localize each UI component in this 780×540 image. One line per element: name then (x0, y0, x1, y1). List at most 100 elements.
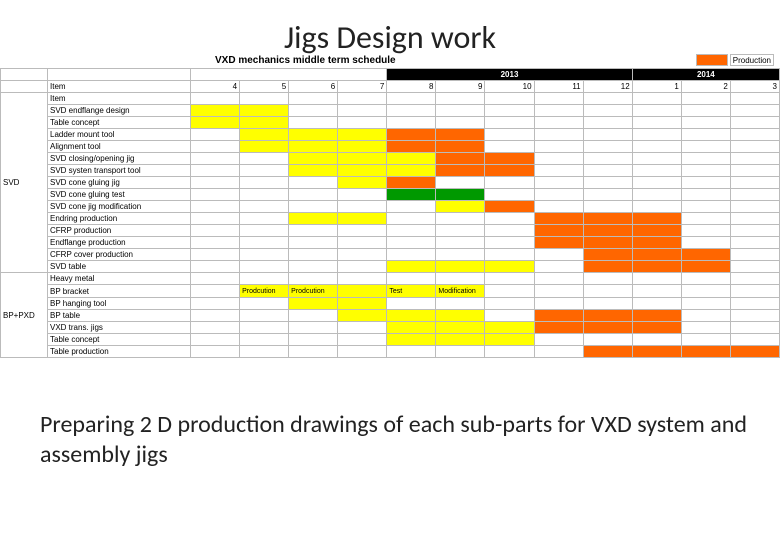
gantt-cell (191, 177, 240, 189)
gantt-cell (338, 153, 387, 165)
gantt-row: VXD trans. jigs (1, 322, 780, 334)
gantt-cell (240, 93, 289, 105)
gantt-cell (387, 273, 436, 285)
gantt-cell (240, 165, 289, 177)
gantt-cell (289, 201, 338, 213)
gantt-cell (681, 177, 730, 189)
gantt-cell (681, 93, 730, 105)
gantt-cell (289, 129, 338, 141)
gantt-cell (485, 322, 534, 334)
gantt-cell (191, 298, 240, 310)
gantt-cell (191, 129, 240, 141)
gantt-cell (289, 105, 338, 117)
gantt-cell (289, 273, 338, 285)
gantt-cell (730, 225, 779, 237)
gantt-cell (534, 189, 583, 201)
gantt-cell (534, 141, 583, 153)
row-label: Heavy metal (48, 273, 191, 285)
row-label: Item (48, 93, 191, 105)
gantt-cell (289, 334, 338, 346)
gantt-cell: Prodcution (240, 285, 289, 298)
gantt-row: SVD endflange design (1, 105, 780, 117)
gantt-cell (191, 201, 240, 213)
month-header: 9 (436, 81, 485, 93)
gantt-cell (632, 322, 681, 334)
gantt-cell (289, 177, 338, 189)
gantt-cell (485, 177, 534, 189)
gantt-cell (681, 213, 730, 225)
gantt-cell (387, 189, 436, 201)
item-header: Item (48, 81, 191, 93)
gantt-cell (387, 310, 436, 322)
gantt-cell (240, 237, 289, 249)
gantt-cell (485, 298, 534, 310)
gantt-cell (436, 165, 485, 177)
legend-swatch-production (696, 54, 728, 66)
gantt-cell (730, 213, 779, 225)
gantt-cell (632, 273, 681, 285)
gantt-cell (632, 165, 681, 177)
gantt-cell (681, 298, 730, 310)
gantt-cell (681, 237, 730, 249)
month-header: 8 (387, 81, 436, 93)
gantt-cell (632, 261, 681, 273)
row-label: Endflange production (48, 237, 191, 249)
gantt-cell (191, 273, 240, 285)
gantt-cell (436, 129, 485, 141)
gantt-cell (485, 261, 534, 273)
gantt-cell (436, 322, 485, 334)
gantt-cell (485, 117, 534, 129)
gantt-cell (583, 201, 632, 213)
gantt-row: Endring production (1, 213, 780, 225)
gantt-cell (387, 201, 436, 213)
gantt-cell (632, 346, 681, 358)
gantt-cell (730, 285, 779, 298)
gantt-cell (730, 273, 779, 285)
gantt-cell (191, 237, 240, 249)
gantt-cell (240, 117, 289, 129)
gantt-cell (681, 189, 730, 201)
gantt-cell (730, 117, 779, 129)
gantt-cell (338, 201, 387, 213)
gantt-cell (240, 310, 289, 322)
gantt-cell (730, 298, 779, 310)
gantt-cell (240, 177, 289, 189)
gantt-cell (436, 237, 485, 249)
gantt-cell (583, 105, 632, 117)
chart-subtitle: VXD mechanics middle term schedule (215, 55, 396, 66)
gantt-cell (534, 93, 583, 105)
gantt-cell (681, 141, 730, 153)
gantt-cell (632, 177, 681, 189)
gantt-row: BP bracketProdcutionProdcutionTestModifi… (1, 285, 780, 298)
gantt-cell (387, 165, 436, 177)
gantt-cell (485, 105, 534, 117)
gantt-cell (338, 285, 387, 298)
page-title: Jigs Design work (0, 18, 780, 57)
gantt-cell (730, 249, 779, 261)
gantt-cell (436, 117, 485, 129)
row-label: SVD cone gluing jig (48, 177, 191, 189)
row-label: SVD systen transport tool (48, 165, 191, 177)
gantt-row: SVD systen transport tool (1, 165, 780, 177)
gantt-cell (436, 93, 485, 105)
gantt-row: Table production (1, 346, 780, 358)
gantt-cell (289, 249, 338, 261)
gantt-cell (583, 93, 632, 105)
gantt-cell (534, 225, 583, 237)
gantt-cell (681, 346, 730, 358)
gantt-cell (681, 201, 730, 213)
gantt-cell (632, 298, 681, 310)
gantt-cell (289, 237, 338, 249)
month-header: 7 (338, 81, 387, 93)
gantt-cell (191, 261, 240, 273)
gantt-cell (534, 201, 583, 213)
row-label: Table concept (48, 334, 191, 346)
gantt-cell (387, 141, 436, 153)
gantt-cell (387, 322, 436, 334)
month-header: 1 (632, 81, 681, 93)
gantt-cell (534, 153, 583, 165)
gantt-cell (632, 93, 681, 105)
gantt-cell (240, 334, 289, 346)
group-label: BP+PXD (1, 273, 48, 358)
gantt-cell (583, 261, 632, 273)
